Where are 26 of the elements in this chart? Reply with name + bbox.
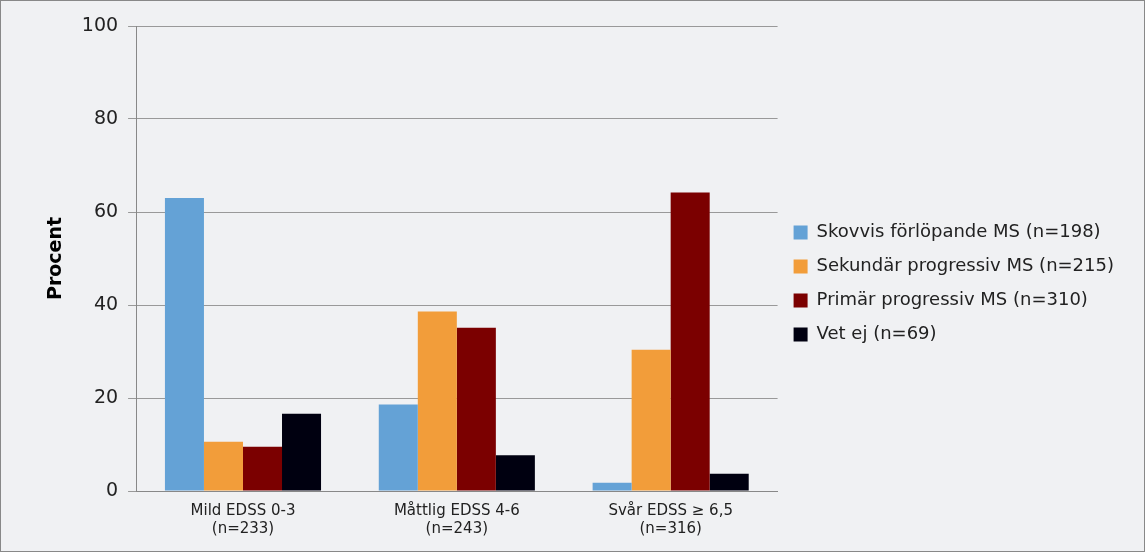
x-tick-label: Svår EDSS ≥ 6,5 (n=316): [608, 500, 733, 537]
y-tick-label: 0: [105, 477, 119, 500]
legend-label: Sekundär progressiv MS (n=215): [816, 254, 1115, 276]
x-tick-label: Måttlig EDSS 4-6 (n=243): [393, 500, 520, 537]
y-tick-label: 40: [93, 291, 119, 314]
y-tick-label: 20: [93, 384, 119, 407]
legend-label: Vet ej (n=69): [816, 322, 937, 344]
legend-label: Skovvis förlöpande MS (n=198): [816, 220, 1101, 242]
x-tick-label: Mild EDSS 0-3 (n=233): [190, 500, 296, 537]
bar: [203, 441, 243, 491]
y-tick-label: 60: [93, 198, 119, 221]
bar: [378, 404, 418, 491]
y-tick-label: 80: [93, 105, 119, 128]
bar: [670, 192, 710, 491]
y-axis-title: Procent: [43, 216, 66, 301]
bar: [417, 311, 457, 491]
bar: [709, 473, 749, 491]
y-tick-label: 100: [81, 12, 119, 35]
bar: [592, 482, 632, 491]
bar: [282, 413, 322, 491]
bar: [242, 446, 283, 491]
bar: [164, 198, 204, 491]
legend-label: Primär progressiv MS (n=310): [816, 288, 1088, 310]
bar: [631, 349, 671, 491]
bar: [456, 327, 496, 491]
bar: [495, 455, 535, 491]
